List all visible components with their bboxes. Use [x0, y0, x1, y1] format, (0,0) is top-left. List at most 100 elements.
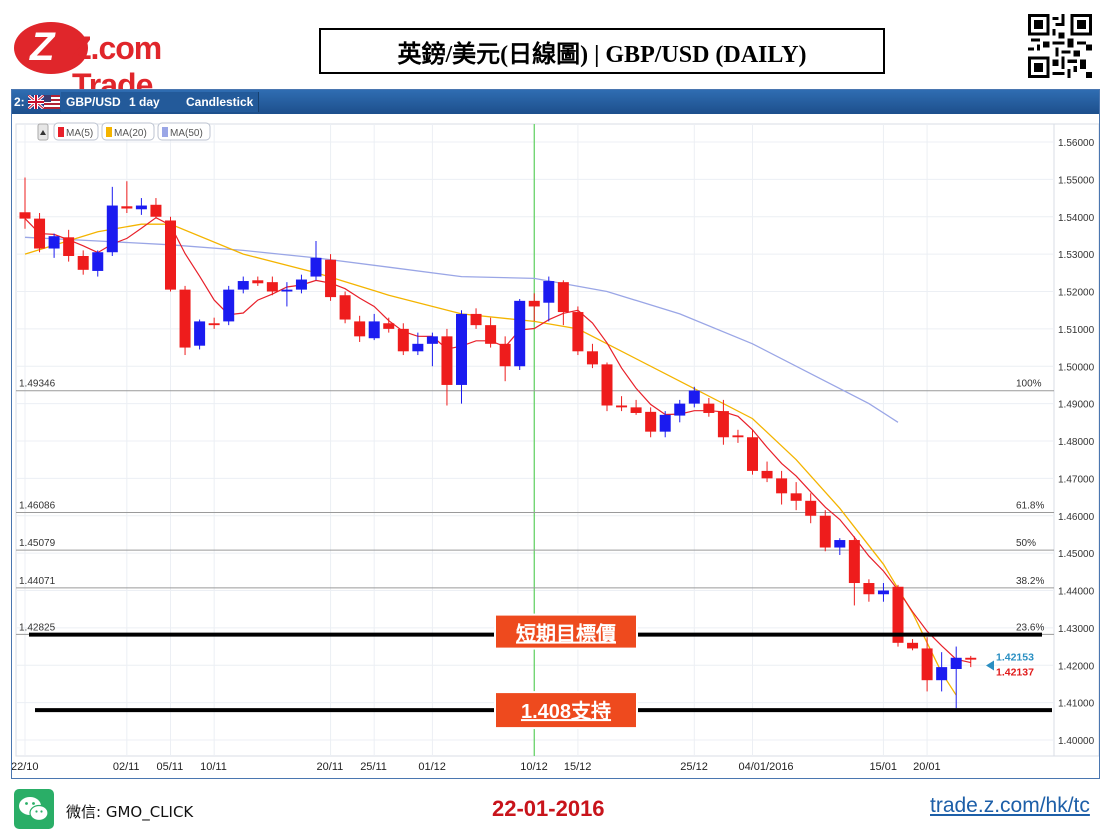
candle: [761, 461, 773, 483]
fib-price-label: 1.42825: [19, 622, 56, 633]
candle-body: [863, 583, 875, 595]
candle-body: [848, 540, 860, 584]
candle-body: [310, 257, 322, 277]
legend-item: [53, 122, 99, 141]
fib-pct-label: 100%: [1016, 379, 1042, 390]
candle-body: [19, 212, 31, 219]
candle-body: [485, 325, 497, 344]
candle: [194, 319, 206, 350]
candle-body: [325, 259, 337, 298]
y-tick-label: 1.48000: [1058, 437, 1095, 448]
candle: [165, 216, 176, 292]
qr-code-icon: [1028, 14, 1092, 78]
legend-arrow-icon: [40, 130, 46, 135]
candle: [776, 470, 788, 505]
candle-body: [572, 312, 584, 352]
symbol-button[interactable]: GBP/USD: [61, 92, 125, 112]
candle-body: [645, 411, 657, 432]
candle-body: [135, 205, 147, 210]
last-price-arrow-icon: [986, 660, 994, 671]
candle: [19, 177, 31, 229]
y-tick-label: 1.51000: [1058, 325, 1095, 336]
candle: [848, 536, 860, 606]
x-tick-label: 05/11: [157, 761, 184, 773]
candle: [921, 637, 933, 692]
candle-body: [150, 204, 162, 217]
y-tick-label: 1.55000: [1058, 175, 1095, 186]
candle: [703, 398, 715, 417]
candle: [790, 482, 802, 511]
chart-title: 英鎊/美元(日線圖) | GBP/USD (DAILY): [397, 41, 807, 68]
candle: [383, 317, 395, 333]
ma50-line: [24, 236, 899, 423]
candle: [106, 186, 118, 256]
chart-style-button[interactable]: Candlestick: [181, 92, 259, 112]
candle: [557, 280, 569, 326]
y-tick-label: 1.49000: [1058, 400, 1095, 411]
candle: [892, 584, 904, 647]
legend-swatch: [106, 127, 112, 137]
plot-area: [15, 123, 1055, 757]
chart-title-box: 英鎊/美元(日線圖) | GBP/USD (DAILY): [319, 28, 885, 74]
candle-body: [688, 390, 700, 404]
candle: [281, 282, 293, 307]
candle: [48, 233, 60, 258]
y-tick-label: 1.53000: [1058, 250, 1095, 261]
candle-body: [732, 435, 744, 438]
fib-pct-label: 61.8%: [1016, 501, 1044, 512]
zcom-logo[interactable]: Z Z.com Trade: [14, 22, 244, 103]
candle: [732, 429, 744, 443]
website-link[interactable]: trade.z.com/hk/tc: [930, 794, 1090, 817]
wechat-icon: [14, 789, 54, 829]
header: Z Z.com Trade 英鎊/美元(日線圖) | GBP/USD (DAIL…: [0, 0, 1115, 103]
x-tick-label: 04/01/2016: [739, 761, 794, 773]
y-tick-label: 1.46000: [1058, 512, 1095, 523]
candle-body: [776, 478, 788, 494]
y-tick-label: 1.54000: [1058, 213, 1095, 224]
timeframe-button[interactable]: 1 day: [124, 92, 182, 112]
candle-body: [936, 667, 948, 681]
x-tick-label: 10/12: [520, 761, 548, 773]
report-date: 22-01-2016: [492, 796, 605, 821]
candle: [645, 407, 657, 438]
candle: [950, 646, 962, 709]
candle-body: [659, 414, 671, 432]
candle-body: [703, 403, 715, 413]
x-tick-label: 02/11: [113, 761, 140, 773]
candle-body: [223, 289, 235, 322]
candle: [572, 306, 584, 356]
candle-body: [412, 343, 424, 352]
candle: [412, 332, 424, 356]
fib-price-label: 1.45079: [19, 538, 56, 549]
candle: [295, 274, 307, 294]
candle: [92, 250, 104, 277]
y-tick-label: 1.44000: [1058, 587, 1095, 598]
candle-body: [877, 590, 889, 595]
candle: [121, 181, 133, 214]
candle: [907, 639, 919, 651]
y-tick-label: 1.43000: [1058, 624, 1095, 635]
gb-us-flag-icon: [28, 95, 60, 109]
candle-body: [383, 323, 395, 329]
y-tick-label: 1.41000: [1058, 699, 1095, 710]
candle: [674, 399, 686, 423]
x-tick-label: 10/11: [200, 761, 227, 773]
candle-body: [921, 648, 933, 681]
candle-body: [470, 313, 482, 326]
candle: [470, 308, 482, 329]
x-tick-label: 25/12: [680, 761, 708, 773]
fib-price-label: 1.44071: [19, 576, 56, 587]
candle-body: [630, 407, 642, 413]
candle: [499, 336, 511, 382]
candlestick-chart[interactable]: 1.56000 1.55000 1.54000 1.53000 1.52000 1.510…: [12, 114, 1099, 779]
candle-body: [907, 642, 919, 649]
candle: [397, 323, 409, 356]
candle: [630, 399, 642, 415]
candle-body: [295, 279, 307, 290]
candle-body: [543, 281, 555, 303]
candle-body: [339, 295, 351, 320]
fib-price-label: 1.49346: [19, 379, 56, 390]
last-price-blue: 1.42153: [996, 652, 1034, 664]
candle: [747, 429, 758, 475]
candle-body: [950, 657, 962, 669]
